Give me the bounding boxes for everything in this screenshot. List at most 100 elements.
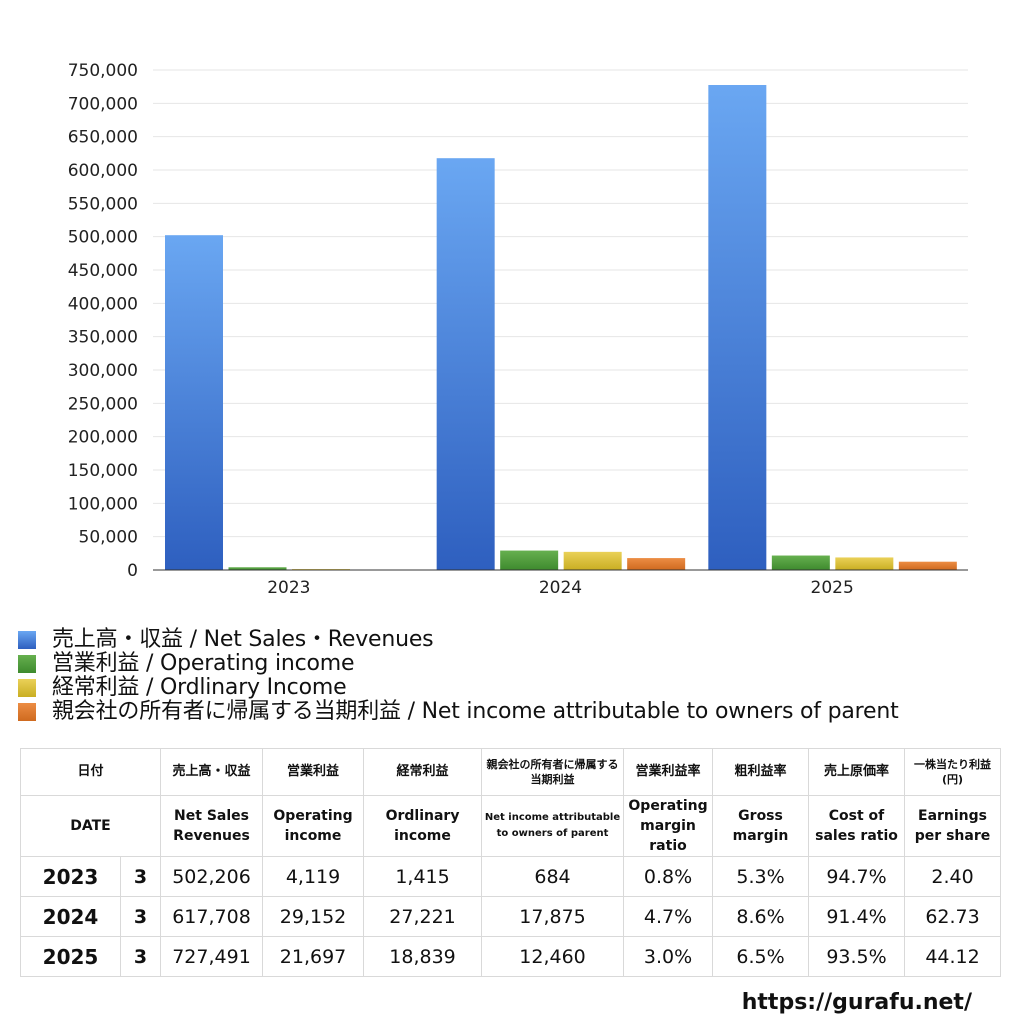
- y-tick-label: 250,000: [68, 394, 138, 414]
- header-ordinary-income-en: Ordlinary income: [363, 795, 483, 857]
- header-gross-margin-jp: 粗利益率: [712, 748, 810, 796]
- y-tick-label: 700,000: [68, 94, 138, 114]
- bar-2025-series-1: [708, 85, 767, 571]
- table-row: 2025 3 727,491 21,697 18,839 12,460 3.0%…: [20, 936, 1002, 977]
- y-tick-label: 750,000: [68, 61, 138, 81]
- financial-table: 日付 売上高・収益 営業利益 経常利益 親会社の所有者に帰属する当期利益 営業利…: [19, 748, 1002, 977]
- header-cost-ratio-en: Cost of sales ratio: [808, 795, 906, 857]
- y-tick-label: 300,000: [68, 361, 138, 381]
- header-operating-margin-en: Operating margin ratio: [623, 795, 714, 857]
- y-tick-label: 450,000: [68, 261, 138, 281]
- cell-net-sales: 502,206: [160, 856, 264, 897]
- cell-operating-margin: 0.8%: [623, 856, 714, 897]
- cell-net-sales: 727,491: [160, 936, 264, 977]
- bar-2023-series-2: [228, 567, 287, 570]
- header-date-jp: 日付: [19, 748, 162, 796]
- header-net-income-jp: 親会社の所有者に帰属する当期利益: [481, 748, 625, 796]
- cell-operating-income: 21,697: [262, 936, 365, 977]
- cell-ordinary-income: 18,839: [363, 936, 483, 977]
- header-eps-en: Earnings per share: [904, 795, 1002, 857]
- cell-ordinary-income: 27,221: [363, 896, 483, 937]
- legend: 売上高・収益 / Net Sales・Revenues 営業利益 / Opera…: [18, 628, 899, 724]
- cell-operating-income: 4,119: [262, 856, 365, 897]
- legend-label: 売上高・収益 / Net Sales・Revenues: [52, 627, 434, 652]
- cell-gross-margin: 6.5%: [712, 936, 810, 977]
- cell-eps: 62.73: [904, 896, 1002, 937]
- bar-2024-series-3: [563, 551, 622, 570]
- legend-item-net-income: 親会社の所有者に帰属する当期利益 / Net income attributab…: [18, 700, 899, 724]
- legend-item-net-sales: 売上高・収益 / Net Sales・Revenues: [18, 628, 899, 652]
- y-tick-label: 150,000: [68, 461, 138, 481]
- table-row: 2024 3 617,708 29,152 27,221 17,875 4.7%…: [20, 896, 1002, 937]
- legend-swatch-yellow: [18, 679, 36, 697]
- site-url[interactable]: https://gurafu.net/: [741, 990, 972, 1015]
- header-date-en: DATE: [19, 795, 162, 857]
- cell-operating-margin: 3.0%: [623, 936, 714, 977]
- legend-label: 営業利益 / Operating income: [52, 651, 355, 676]
- legend-swatch-blue: [18, 631, 36, 649]
- cell-ordinary-income: 1,415: [363, 856, 483, 897]
- x-axis-ticks: 2023 2024 2025: [267, 578, 854, 598]
- y-tick-label: 550,000: [68, 194, 138, 214]
- header-gross-margin-en: Gross margin: [712, 795, 810, 857]
- cell-eps: 2.40: [904, 856, 1002, 897]
- header-operating-margin-jp: 営業利益率: [623, 748, 714, 796]
- cell-cost-ratio: 94.7%: [808, 856, 906, 897]
- y-tick-label: 500,000: [68, 228, 138, 248]
- gridlines: [153, 69, 968, 538]
- bar-2025-series-4: [898, 561, 957, 570]
- y-tick-label: 600,000: [68, 161, 138, 181]
- header-operating-income-jp: 営業利益: [262, 748, 365, 796]
- cell-operating-margin: 4.7%: [623, 896, 714, 937]
- cell-cost-ratio: 93.5%: [808, 936, 906, 977]
- header-operating-income-en: Operating income: [262, 795, 365, 857]
- legend-swatch-green: [18, 655, 36, 673]
- y-tick-label: 0: [127, 561, 138, 581]
- cell-net-sales: 617,708: [160, 896, 264, 937]
- cell-net-income: 12,460: [481, 936, 625, 977]
- row-month: 3: [119, 896, 162, 937]
- y-axis-ticks: 0 50,000 100,000 150,000 200,000 250,000 300,0…: [68, 61, 138, 581]
- bar-chart: 0 50,000 100,000 150,000 200,000 250,000 300,0…: [68, 61, 968, 598]
- row-year: 2025: [20, 936, 121, 977]
- legend-item-operating-income: 営業利益 / Operating income: [18, 652, 899, 676]
- bar-2023-series-1: [165, 235, 223, 571]
- cell-net-income: 684: [481, 856, 625, 897]
- header-ordinary-income-jp: 経常利益: [363, 748, 483, 796]
- row-year: 2023: [20, 856, 121, 897]
- legend-label: 親会社の所有者に帰属する当期利益 / Net income attributab…: [52, 699, 899, 724]
- legend-item-ordinary-income: 経常利益 / Ordlinary Income: [18, 676, 899, 700]
- y-tick-label: 100,000: [68, 494, 138, 514]
- legend-label: 経常利益 / Ordlinary Income: [52, 675, 347, 700]
- table-row: 2023 3 502,206 4,119 1,415 684 0.8% 5.3%…: [20, 856, 1002, 897]
- cell-net-income: 17,875: [481, 896, 625, 937]
- bar-2025-series-3: [835, 557, 894, 570]
- y-tick-label: 200,000: [68, 428, 138, 448]
- cell-gross-margin: 8.6%: [712, 896, 810, 937]
- y-tick-label: 400,000: [68, 294, 138, 314]
- cell-operating-income: 29,152: [262, 896, 365, 937]
- bar-2024-series-1: [436, 158, 495, 570]
- row-month: 3: [119, 936, 162, 977]
- row-month: 3: [119, 856, 162, 897]
- bar-2024-series-2: [500, 550, 559, 570]
- y-tick-label: 50,000: [79, 528, 138, 548]
- x-tick-label: 2024: [539, 578, 582, 598]
- row-year: 2024: [20, 896, 121, 937]
- cell-gross-margin: 5.3%: [712, 856, 810, 897]
- cell-eps: 44.12: [904, 936, 1002, 977]
- bars: [165, 85, 957, 571]
- header-row-jp: 日付 売上高・収益 営業利益 経常利益 親会社の所有者に帰属する当期利益 営業利…: [19, 748, 1002, 796]
- header-net-sales-jp: 売上高・収益: [160, 748, 264, 796]
- header-eps-jp: 一株当たり利益(円): [904, 748, 1002, 796]
- legend-swatch-orange: [18, 703, 36, 721]
- bar-2024-series-4: [627, 558, 686, 570]
- x-tick-label: 2023: [267, 578, 310, 598]
- y-tick-label: 650,000: [68, 128, 138, 148]
- y-tick-label: 350,000: [68, 328, 138, 348]
- header-cost-ratio-jp: 売上原価率: [808, 748, 906, 796]
- bar-2025-series-2: [771, 555, 830, 570]
- header-row-en: DATE Net Sales Revenues Operating income…: [19, 795, 1002, 857]
- x-tick-label: 2025: [811, 578, 854, 598]
- header-net-sales-en: Net Sales Revenues: [160, 795, 264, 857]
